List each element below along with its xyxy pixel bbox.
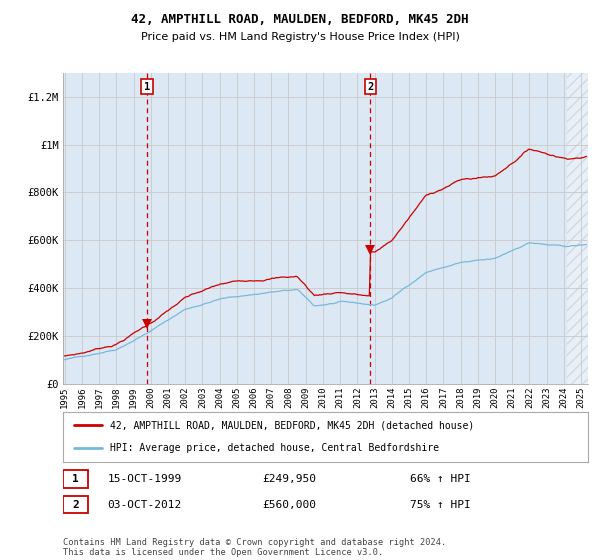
FancyBboxPatch shape [63, 470, 88, 488]
Text: 2: 2 [72, 500, 79, 510]
FancyBboxPatch shape [63, 496, 88, 513]
Text: 42, AMPTHILL ROAD, MAULDEN, BEDFORD, MK45 2DH: 42, AMPTHILL ROAD, MAULDEN, BEDFORD, MK4… [131, 13, 469, 26]
Text: 1: 1 [144, 82, 150, 92]
Text: Price paid vs. HM Land Registry's House Price Index (HPI): Price paid vs. HM Land Registry's House … [140, 32, 460, 43]
Text: 75% ↑ HPI: 75% ↑ HPI [409, 500, 470, 510]
Text: 2: 2 [367, 82, 373, 92]
Text: Contains HM Land Registry data © Crown copyright and database right 2024.
This d: Contains HM Land Registry data © Crown c… [63, 538, 446, 557]
Text: HPI: Average price, detached house, Central Bedfordshire: HPI: Average price, detached house, Cent… [110, 444, 439, 454]
Text: £249,950: £249,950 [263, 474, 317, 484]
Text: 66% ↑ HPI: 66% ↑ HPI [409, 474, 470, 484]
Text: 42, AMPTHILL ROAD, MAULDEN, BEDFORD, MK45 2DH (detached house): 42, AMPTHILL ROAD, MAULDEN, BEDFORD, MK4… [110, 420, 475, 430]
Text: 03-OCT-2012: 03-OCT-2012 [107, 500, 182, 510]
Text: 15-OCT-1999: 15-OCT-1999 [107, 474, 182, 484]
Text: £560,000: £560,000 [263, 500, 317, 510]
Text: 1: 1 [72, 474, 79, 484]
